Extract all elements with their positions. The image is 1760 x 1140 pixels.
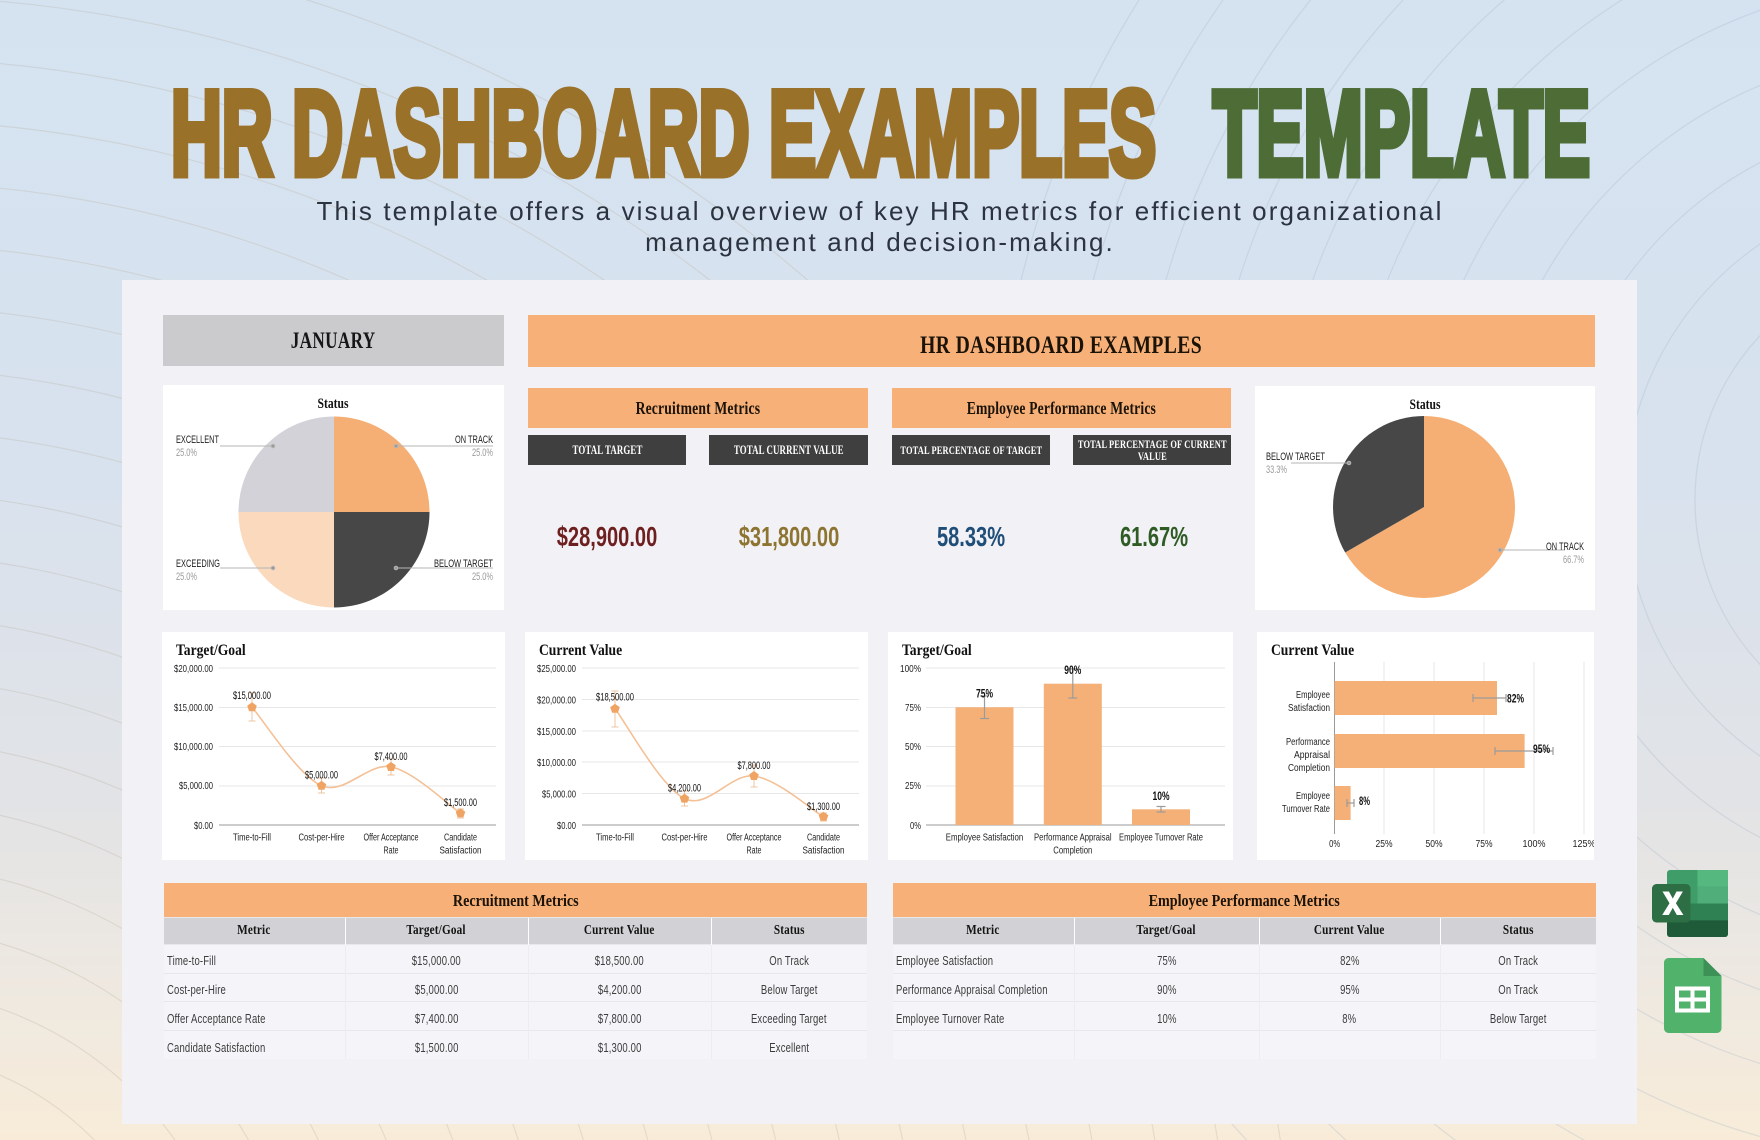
svg-text:Completion: Completion [1288, 763, 1330, 774]
svg-text:100%: 100% [1523, 839, 1546, 850]
svg-text:100%: 100% [900, 663, 921, 675]
svg-text:$20,000.00: $20,000.00 [174, 663, 213, 675]
svg-text:Employee Turnover Rate: Employee Turnover Rate [1119, 833, 1203, 844]
svg-text:75%: 75% [976, 687, 993, 701]
svg-text:$18,500.00: $18,500.00 [596, 692, 634, 704]
svg-text:8%: 8% [1359, 794, 1370, 808]
svg-text:125%: 125% [1573, 839, 1595, 850]
svg-text:25%: 25% [1376, 839, 1393, 850]
svg-text:Target/Goal: Target/Goal [176, 642, 246, 659]
svg-text:0%: 0% [910, 820, 921, 832]
svg-text:25.0%: 25.0% [472, 571, 493, 583]
svg-text:33.3%: 33.3% [1266, 464, 1287, 476]
svg-text:Time-to-Fill: Time-to-Fill [233, 833, 271, 844]
svg-text:$5,000.00: $5,000.00 [542, 789, 576, 801]
svg-text:Performance: Performance [1286, 737, 1330, 748]
svg-text:$15,000.00: $15,000.00 [233, 690, 271, 702]
svg-text:$5,000.00: $5,000.00 [305, 770, 338, 782]
svg-text:$7,400.00: $7,400.00 [375, 751, 408, 763]
svg-text:25.0%: 25.0% [176, 571, 197, 583]
svg-text:Performance Appraisal: Performance Appraisal [1034, 833, 1112, 844]
svg-text:$25,000.00: $25,000.00 [537, 663, 576, 675]
svg-text:HR DASHBOARD EXAMPLES: HR DASHBOARD EXAMPLES [171, 67, 1156, 201]
svg-text:Rate: Rate [747, 846, 762, 857]
svg-text:Current Value: Current Value [539, 642, 623, 659]
svg-text:$0.00: $0.00 [194, 820, 213, 832]
svg-text:Cost-per-Hire: Cost-per-Hire [662, 833, 708, 844]
svg-text:25%: 25% [905, 780, 921, 792]
svg-text:90%: 90% [1064, 663, 1081, 677]
svg-text:$10,000.00: $10,000.00 [537, 757, 576, 769]
svg-text:Time-to-Fill: Time-to-Fill [596, 833, 634, 844]
svg-text:0%: 0% [1329, 839, 1340, 850]
svg-text:$15,000.00: $15,000.00 [537, 726, 576, 738]
svg-text:Employee: Employee [1296, 690, 1330, 701]
svg-text:75%: 75% [905, 702, 921, 714]
svg-text:82%: 82% [1507, 692, 1524, 706]
svg-text:BELOW TARGET: BELOW TARGET [1266, 451, 1325, 463]
svg-text:66.7%: 66.7% [1563, 554, 1584, 566]
svg-text:Satisfaction: Satisfaction [803, 846, 845, 857]
svg-text:Employee: Employee [1296, 791, 1330, 802]
svg-text:$1,300.00: $1,300.00 [807, 801, 840, 813]
svg-text:Appraisal: Appraisal [1294, 750, 1330, 761]
svg-text:$1,500.00: $1,500.00 [444, 797, 477, 809]
svg-text:25.0%: 25.0% [472, 447, 493, 459]
svg-text:Current Value: Current Value [1271, 642, 1355, 659]
svg-text:10%: 10% [1153, 789, 1170, 803]
svg-text:95%: 95% [1533, 742, 1550, 756]
svg-text:$7,800.00: $7,800.00 [738, 760, 771, 772]
svg-text:Target/Goal: Target/Goal [902, 642, 972, 659]
svg-text:EXCELLENT: EXCELLENT [176, 434, 219, 446]
svg-text:$0.00: $0.00 [557, 820, 576, 832]
svg-text:Status: Status [318, 395, 349, 412]
svg-text:$5,000.00: $5,000.00 [179, 780, 213, 792]
svg-text:Employee Satisfaction: Employee Satisfaction [946, 833, 1024, 844]
svg-text:$20,000.00: $20,000.00 [537, 694, 576, 706]
svg-text:25.0%: 25.0% [176, 447, 197, 459]
svg-text:Candidate: Candidate [807, 833, 840, 844]
svg-text:ON TRACK: ON TRACK [455, 434, 493, 446]
svg-text:$4,200.00: $4,200.00 [668, 783, 701, 795]
svg-text:Offer Acceptance: Offer Acceptance [727, 833, 782, 844]
svg-text:Status: Status [1410, 396, 1441, 413]
svg-text:BELOW TARGET: BELOW TARGET [434, 558, 493, 570]
svg-text:Satisfaction: Satisfaction [1288, 703, 1330, 714]
svg-text:75%: 75% [1476, 839, 1493, 850]
svg-text:Satisfaction: Satisfaction [440, 846, 482, 857]
svg-text:EXCEEDING: EXCEEDING [176, 558, 220, 570]
svg-text:Completion: Completion [1053, 846, 1092, 857]
svg-text:TEMPLATE: TEMPLATE [1213, 67, 1590, 201]
svg-text:$10,000.00: $10,000.00 [174, 741, 213, 753]
svg-text:Candidate: Candidate [444, 833, 477, 844]
svg-text:$15,000.00: $15,000.00 [174, 702, 213, 714]
svg-text:ON TRACK: ON TRACK [1546, 541, 1584, 553]
svg-text:Rate: Rate [384, 846, 399, 857]
svg-text:Offer Acceptance: Offer Acceptance [364, 833, 419, 844]
svg-text:Turnover Rate: Turnover Rate [1282, 804, 1330, 815]
svg-text:50%: 50% [905, 741, 921, 753]
svg-text:Cost-per-Hire: Cost-per-Hire [299, 833, 345, 844]
svg-text:50%: 50% [1426, 839, 1443, 850]
